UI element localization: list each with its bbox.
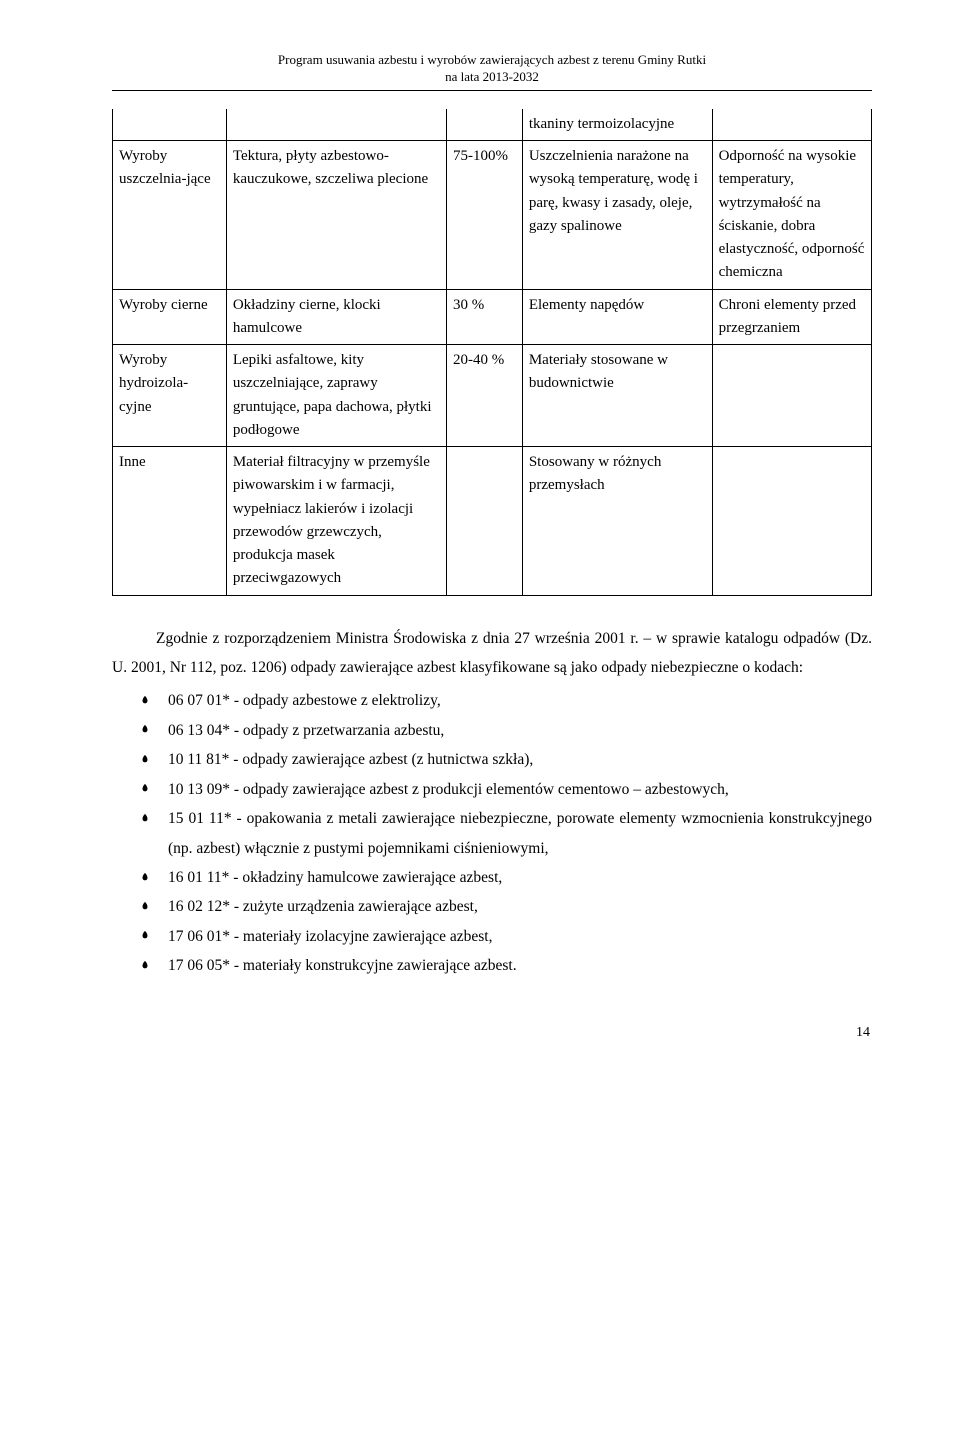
- cell-category: Wyroby hydroizola-cyjne: [113, 345, 227, 447]
- cell-percent: [446, 109, 522, 141]
- cell-percent: 20-40 %: [446, 345, 522, 447]
- cell-percent: 30 %: [446, 289, 522, 345]
- table-row: Wyroby uszczelnia-jące Tektura, płyty az…: [113, 141, 872, 290]
- list-item: 17 06 05* - materiały konstrukcyjne zawi…: [112, 951, 872, 980]
- cell-percent: 75-100%: [446, 141, 522, 290]
- cell-material: Materiał filtracyjny w przemyśle piwowar…: [226, 447, 446, 596]
- header-line-2: na lata 2013-2032: [112, 69, 872, 86]
- header-rule: [112, 90, 872, 91]
- page-header: Program usuwania azbestu i wyrobów zawie…: [112, 52, 872, 86]
- cell-usage: Elementy napędów: [522, 289, 712, 345]
- cell-properties: [712, 447, 871, 596]
- table-row: Wyroby hydroizola-cyjne Lepiki asfaltowe…: [113, 345, 872, 447]
- list-item: 17 06 01* - materiały izolacyjne zawiera…: [112, 922, 872, 951]
- body-text: Zgodnie z rozporządzeniem Ministra Środo…: [112, 624, 872, 981]
- table-row: Inne Materiał filtracyjny w przemyśle pi…: [113, 447, 872, 596]
- cell-material: Okładziny cierne, klocki hamulcowe: [226, 289, 446, 345]
- list-item: 10 11 81* - odpady zawierające azbest (z…: [112, 745, 872, 774]
- table-row: tkaniny termoizolacyjne: [113, 109, 872, 141]
- intro-paragraph: Zgodnie z rozporządzeniem Ministra Środo…: [112, 624, 872, 683]
- cell-usage: Stosowany w różnych przemysłach: [522, 447, 712, 596]
- cell-material: [226, 109, 446, 141]
- cell-properties: Odporność na wysokie temperatury, wytrzy…: [712, 141, 871, 290]
- cell-usage: Materiały stosowane w budownictwie: [522, 345, 712, 447]
- cell-category: Inne: [113, 447, 227, 596]
- page-number: 14: [112, 1025, 872, 1041]
- cell-category: Wyroby uszczelnia-jące: [113, 141, 227, 290]
- table-row: Wyroby cierne Okładziny cierne, klocki h…: [113, 289, 872, 345]
- waste-code-list: 06 07 01* - odpady azbestowe z elektroli…: [112, 686, 872, 980]
- cell-usage: tkaniny termoizolacyjne: [522, 109, 712, 141]
- list-item: 16 01 11* - okładziny hamulcowe zawieraj…: [112, 863, 872, 892]
- cell-percent: [446, 447, 522, 596]
- document-page: Program usuwania azbestu i wyrobów zawie…: [0, 0, 960, 1081]
- list-item: 06 07 01* - odpady azbestowe z elektroli…: [112, 686, 872, 715]
- list-item: 10 13 09* - odpady zawierające azbest z …: [112, 775, 872, 804]
- cell-category: [113, 109, 227, 141]
- cell-usage: Uszczelnienia narażone na wysoką tempera…: [522, 141, 712, 290]
- cell-material: Tektura, płyty azbestowo-kauczukowe, szc…: [226, 141, 446, 290]
- list-item: 06 13 04* - odpady z przetwarzania azbes…: [112, 716, 872, 745]
- cell-properties: [712, 109, 871, 141]
- header-line-1: Program usuwania azbestu i wyrobów zawie…: [112, 52, 872, 69]
- cell-properties: Chroni elementy przed przegrzaniem: [712, 289, 871, 345]
- cell-category: Wyroby cierne: [113, 289, 227, 345]
- materials-table: tkaniny termoizolacyjne Wyroby uszczelni…: [112, 109, 872, 596]
- cell-properties: [712, 345, 871, 447]
- list-item: 16 02 12* - zużyte urządzenia zawierając…: [112, 892, 872, 921]
- cell-material: Lepiki asfaltowe, kity uszczelniające, z…: [226, 345, 446, 447]
- list-item: 15 01 11* - opakowania z metali zawieraj…: [112, 804, 872, 863]
